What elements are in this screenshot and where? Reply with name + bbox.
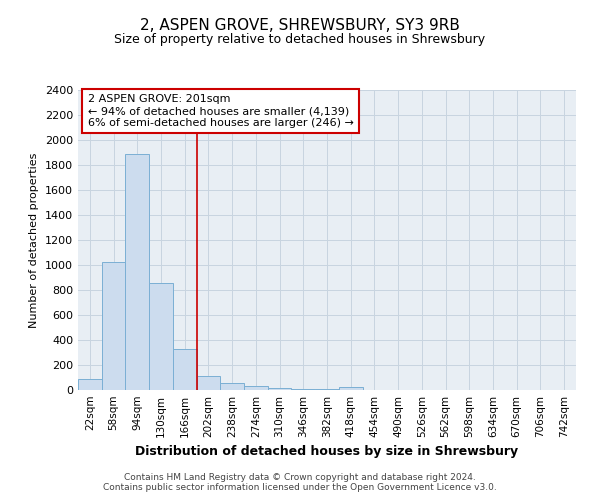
Bar [78,379,102,390]
Y-axis label: Number of detached properties: Number of detached properties [29,152,40,328]
Bar [125,154,149,390]
Text: Contains HM Land Registry data © Crown copyright and database right 2024.
Contai: Contains HM Land Registry data © Crown c… [103,473,497,492]
Bar [102,262,125,390]
Text: 2 ASPEN GROVE: 201sqm
← 94% of detached houses are smaller (4,139)
6% of semi-de: 2 ASPEN GROVE: 201sqm ← 94% of detached … [88,94,354,128]
Bar [315,389,339,390]
Text: Size of property relative to detached houses in Shrewsbury: Size of property relative to detached ho… [115,32,485,46]
Bar [197,376,220,390]
X-axis label: Distribution of detached houses by size in Shrewsbury: Distribution of detached houses by size … [136,446,518,458]
Bar [173,350,197,390]
Bar [220,383,244,390]
Bar [244,386,268,390]
Bar [339,387,362,390]
Text: 2, ASPEN GROVE, SHREWSBURY, SY3 9RB: 2, ASPEN GROVE, SHREWSBURY, SY3 9RB [140,18,460,32]
Bar [149,282,173,390]
Bar [292,389,315,390]
Bar [268,388,292,390]
